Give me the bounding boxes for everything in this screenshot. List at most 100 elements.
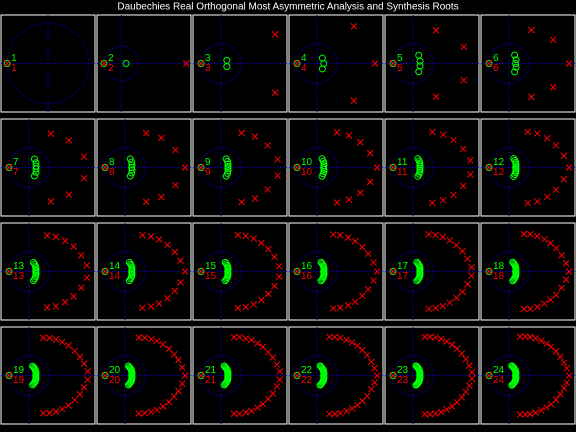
- synthesis-root: [532, 409, 540, 416]
- analysis-root: [128, 161, 136, 169]
- analysis-root: [414, 276, 422, 284]
- synthesis-root: [421, 333, 429, 341]
- analysis-root: [512, 60, 520, 67]
- synthesis-root: [47, 198, 55, 205]
- synthesis-root: [70, 293, 77, 300]
- synthesis-root: [254, 340, 261, 347]
- repeated-analysis-root: [101, 372, 109, 379]
- synthesis-root: [565, 164, 573, 171]
- analysis-root: [224, 164, 232, 172]
- synthesis-root: [248, 336, 255, 344]
- synthesis-root: [242, 303, 250, 311]
- synthesis-root: [533, 303, 541, 311]
- synthesis-root: [465, 362, 473, 369]
- synthesis-root: [370, 277, 377, 284]
- synthesis-multiplicity: 6: [493, 63, 499, 74]
- repeated-synthesis-root: [293, 268, 301, 275]
- analysis-root: [30, 277, 38, 285]
- synthesis-multiplicity: 23: [397, 375, 409, 386]
- repeated-synthesis-root: [197, 60, 205, 67]
- repeated-synthesis-root: [389, 268, 397, 275]
- synthesis-root: [528, 93, 535, 101]
- synthesis-root: [333, 199, 341, 206]
- synthesis-root: [265, 245, 272, 253]
- repeated-analysis-root: [485, 164, 493, 171]
- analysis-root: [318, 260, 326, 268]
- synthesis-root: [425, 305, 432, 313]
- synthesis-root: [238, 198, 245, 206]
- synthesis-multiplicity: 3: [205, 63, 211, 74]
- repeated-analysis-root: [485, 268, 493, 275]
- analysis-root: [31, 260, 39, 268]
- repeated-synthesis-root: [293, 372, 301, 379]
- analysis-root: [510, 259, 518, 267]
- synthesis-root: [273, 383, 281, 390]
- synthesis-root: [541, 300, 548, 308]
- synthesis-root: [373, 372, 381, 379]
- synthesis-root: [425, 230, 432, 238]
- synthesis-root: [251, 133, 259, 140]
- synthesis-root: [177, 279, 184, 286]
- unit-circle: [392, 250, 434, 293]
- analysis-root: [318, 364, 326, 372]
- synthesis-root: [549, 36, 557, 44]
- unit-circle: [392, 42, 434, 85]
- synthesis-root: [432, 334, 439, 341]
- analysis-root: [413, 363, 421, 371]
- synthesis-multiplicity: 21: [205, 375, 217, 386]
- analysis-root: [126, 379, 134, 387]
- unit-circle: [200, 42, 242, 85]
- unit-circle: [488, 42, 530, 85]
- synthesis-root: [443, 338, 451, 345]
- synthesis-root: [147, 408, 155, 416]
- analysis-root: [511, 68, 519, 76]
- analysis-multiplicity: 14: [109, 261, 121, 272]
- synthesis-root: [265, 290, 272, 298]
- synthesis-root: [65, 402, 72, 409]
- synthesis-root: [170, 393, 178, 400]
- synthesis-root: [556, 391, 564, 398]
- synthesis-multiplicity: 12: [493, 167, 505, 178]
- synthesis-multiplicity: 8: [109, 167, 115, 178]
- analysis-multiplicity: 6: [493, 53, 499, 64]
- synthesis-root: [533, 130, 541, 137]
- synthesis-root: [459, 145, 467, 153]
- synthesis-root: [139, 231, 146, 239]
- synthesis-root: [139, 304, 146, 312]
- synthesis-root: [84, 376, 92, 383]
- synthesis-root: [562, 276, 570, 283]
- synthesis-root: [516, 333, 524, 341]
- analysis-root: [508, 381, 516, 389]
- synthesis-root: [370, 259, 377, 266]
- synthesis-root: [155, 236, 163, 243]
- synthesis-root: [432, 27, 440, 34]
- synthesis-root: [329, 231, 337, 238]
- repeated-analysis-root: [5, 372, 13, 379]
- synthesis-multiplicity: 20: [109, 375, 121, 386]
- synthesis-root: [343, 407, 350, 415]
- analysis-root: [318, 172, 326, 180]
- synthesis-root: [364, 250, 372, 258]
- analysis-root: [412, 362, 420, 370]
- synthesis-root: [426, 410, 434, 418]
- synthesis-root: [83, 274, 91, 282]
- synthesis-multiplicity: 18: [493, 271, 505, 282]
- unit-circle: [104, 250, 146, 293]
- synthesis-root: [351, 298, 359, 306]
- synthesis-root: [359, 243, 366, 251]
- synthesis-root: [464, 280, 471, 288]
- synthesis-root: [58, 338, 66, 346]
- synthesis-root: [521, 411, 529, 418]
- synthesis-root: [52, 408, 60, 416]
- synthesis-root: [242, 335, 250, 342]
- synthesis-root: [468, 264, 475, 271]
- synthesis-root: [181, 268, 189, 275]
- analysis-root: [510, 276, 518, 284]
- synthesis-root: [343, 336, 350, 344]
- analysis-root: [125, 258, 133, 266]
- synthesis-root: [437, 335, 445, 343]
- synthesis-root: [563, 364, 571, 372]
- analysis-multiplicity: 9: [205, 157, 211, 168]
- synthesis-root: [178, 364, 186, 371]
- analysis-root: [126, 155, 134, 163]
